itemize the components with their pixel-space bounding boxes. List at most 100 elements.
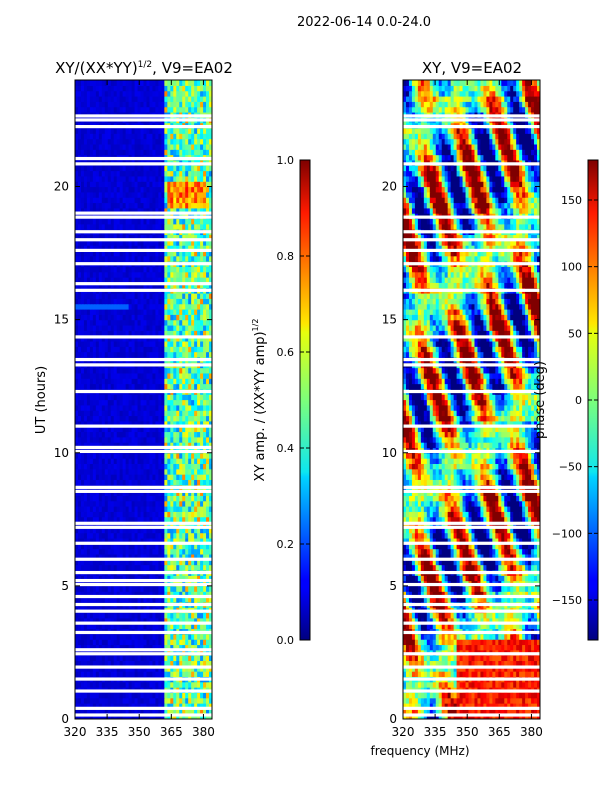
heatmap-cell xyxy=(125,410,130,417)
heatmap-cell xyxy=(161,202,165,209)
heatmap-cell xyxy=(209,186,212,193)
heatmap-cell xyxy=(161,479,165,486)
heatmap-cell xyxy=(164,506,168,512)
heatmap-cell xyxy=(104,559,109,566)
heatmap-cell xyxy=(197,346,201,353)
heatmap-cell xyxy=(89,293,94,299)
heatmap-cell xyxy=(98,239,103,246)
heatmap-cell xyxy=(128,351,133,358)
heatmap-cell xyxy=(134,516,139,523)
heatmap-cell xyxy=(191,511,195,518)
heatmap-cell xyxy=(158,596,162,603)
heatmap-cell xyxy=(143,324,148,331)
heatmap-cell xyxy=(116,165,121,172)
heatmap-cell xyxy=(191,617,195,624)
heatmap-cell xyxy=(95,186,100,193)
heatmap-cell xyxy=(146,665,151,672)
heatmap-cell xyxy=(146,532,151,539)
heatmap-cell xyxy=(104,623,109,630)
heatmap-cell xyxy=(152,436,157,443)
heatmap-cell xyxy=(155,575,159,582)
heatmap-cell xyxy=(95,404,100,411)
heatmap-cell xyxy=(104,431,109,438)
heatmap-cell xyxy=(170,277,174,283)
heatmap-cell xyxy=(140,340,145,347)
heatmap-cell xyxy=(173,500,177,507)
heatmap-cell xyxy=(116,543,121,550)
heatmap-cell xyxy=(194,234,198,241)
heatmap-cell xyxy=(149,537,154,544)
heatmap-cell xyxy=(98,378,103,385)
heatmap-cell xyxy=(167,521,171,528)
heatmap-cell xyxy=(203,410,207,417)
heatmap-cell xyxy=(83,633,88,640)
heatmap-cell xyxy=(197,255,201,262)
heatmap-cell xyxy=(128,431,133,438)
heatmap-cell xyxy=(128,612,133,619)
heatmap-cell xyxy=(203,644,207,651)
heatmap-cell xyxy=(200,639,204,646)
heatmap-cell xyxy=(75,415,79,422)
heatmap-cell xyxy=(203,468,207,475)
heatmap-cell xyxy=(131,420,136,427)
heatmap-cell xyxy=(164,143,168,150)
heatmap-cell xyxy=(75,324,79,331)
heatmap-cell xyxy=(176,575,180,582)
heatmap-cell xyxy=(125,681,130,688)
heatmap-cell xyxy=(80,410,85,417)
heatmap-cell xyxy=(176,479,180,486)
heatmap-cell xyxy=(164,383,168,390)
heatmap-cell xyxy=(86,191,91,198)
heatmap-cell xyxy=(107,149,112,156)
heatmap-cell xyxy=(128,596,133,603)
heatmap-cell xyxy=(89,516,94,523)
heatmap-cell xyxy=(194,170,198,177)
heatmap-cell xyxy=(83,591,88,598)
heatmap-cell xyxy=(116,340,121,347)
heatmap-cell xyxy=(98,617,103,624)
heatmap-cell xyxy=(125,372,130,379)
heatmap-cell xyxy=(122,548,127,555)
heatmap-cell xyxy=(95,452,100,459)
heatmap-cell xyxy=(95,181,100,188)
heatmap-cell xyxy=(176,191,180,198)
heatmap-cell xyxy=(191,532,195,539)
heatmap-cell xyxy=(134,223,139,230)
heatmap-cell xyxy=(203,559,207,566)
heatmap-cell xyxy=(95,655,100,662)
heatmap-cell xyxy=(104,239,109,246)
heatmap-cell xyxy=(185,223,189,230)
heatmap-cell xyxy=(209,431,212,438)
heatmap-cell xyxy=(155,202,159,209)
heatmap-cell xyxy=(107,234,112,241)
heatmap-cell xyxy=(89,271,94,278)
heatmap-cell xyxy=(206,298,210,305)
heatmap-cell xyxy=(86,181,91,188)
heatmap-cell xyxy=(206,415,210,422)
heatmap-cell xyxy=(86,378,91,385)
heatmap-cell xyxy=(95,506,100,512)
heatmap-cell xyxy=(173,218,177,225)
heatmap-cell xyxy=(188,532,192,539)
heatmap-cell xyxy=(203,234,207,241)
heatmap-cell xyxy=(191,697,195,704)
heatmap-cell xyxy=(137,703,142,709)
heatmap-cell xyxy=(146,378,151,385)
heatmap-cell xyxy=(164,277,168,283)
heatmap-cell xyxy=(158,282,162,289)
heatmap-cell xyxy=(170,308,174,315)
heatmap-cell xyxy=(155,191,159,198)
heatmap-cell xyxy=(75,633,79,640)
heatmap-cell xyxy=(197,559,201,566)
heatmap-cell xyxy=(170,633,174,640)
heatmap-cell xyxy=(110,681,115,688)
heatmap-cell xyxy=(209,324,212,331)
heatmap-cell xyxy=(101,346,106,353)
heatmap-cell xyxy=(95,708,100,715)
heatmap-cell xyxy=(110,490,115,496)
heatmap-cell xyxy=(75,660,79,667)
heatmap-cell xyxy=(155,442,159,449)
heatmap-cell xyxy=(125,692,130,699)
heatmap-cell xyxy=(101,559,106,566)
heatmap-cell xyxy=(173,506,177,512)
